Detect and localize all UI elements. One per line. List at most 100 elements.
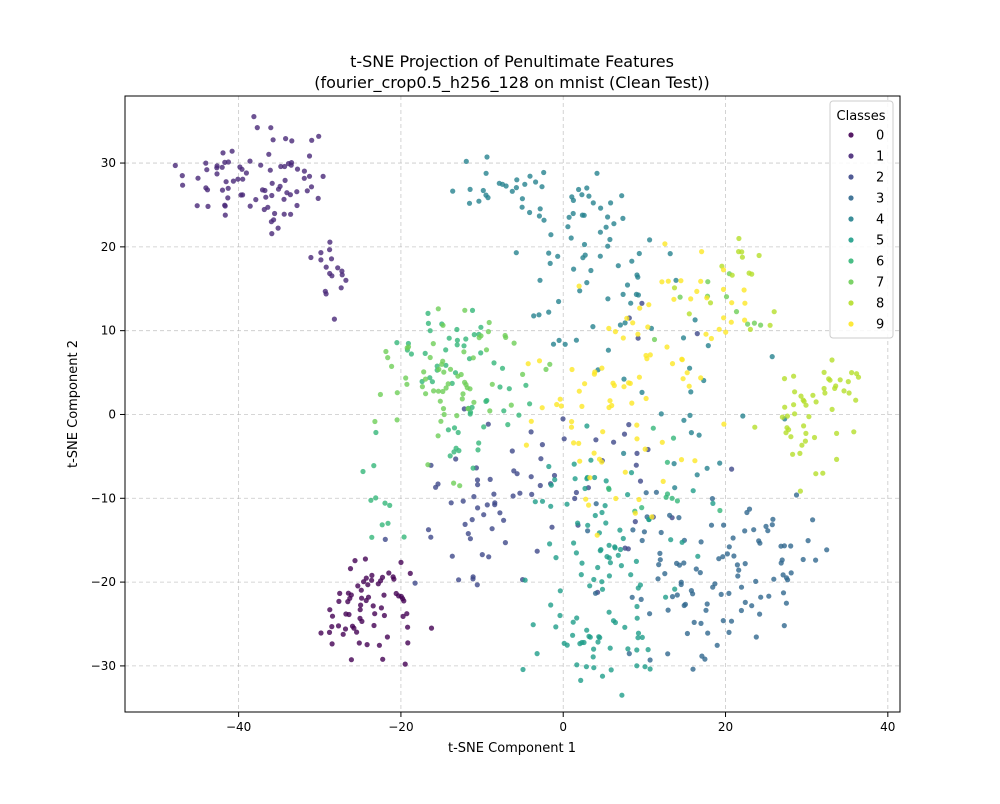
point-class-6 [443,347,449,353]
point-class-9 [587,475,593,481]
point-class-1 [225,159,231,165]
x-tick-label: 40 [880,720,895,734]
point-class-9 [698,375,704,381]
point-class-4 [597,253,603,259]
legend-item-8: 8 [848,297,884,312]
point-class-2 [502,540,508,546]
point-class-9 [692,458,698,464]
point-class-4 [621,376,627,382]
point-class-6 [427,375,433,381]
point-class-7 [443,385,449,391]
point-class-0 [347,566,354,572]
point-class-5 [607,560,614,566]
point-class-4 [681,417,687,423]
point-class-1 [335,265,341,271]
point-class-5 [668,537,674,543]
point-class-2 [634,450,640,456]
point-class-6 [451,449,457,455]
point-class-9 [721,421,727,427]
point-class-8 [827,377,833,383]
point-class-7 [385,355,391,361]
point-class-2 [622,545,628,551]
point-class-1 [282,177,288,183]
point-class-2 [621,431,628,437]
point-class-4 [671,461,677,467]
point-class-4 [537,277,543,283]
point-class-9 [679,357,685,363]
point-class-2 [635,335,641,341]
point-class-3 [730,535,736,541]
point-class-7 [470,355,476,361]
point-class-4 [692,317,698,323]
point-class-2 [537,482,543,489]
point-class-4 [588,267,594,274]
point-class-2 [486,554,492,560]
point-class-4 [658,411,664,417]
point-class-2 [509,448,515,454]
point-class-1 [222,212,228,218]
point-class-0 [386,570,392,576]
point-class-4 [513,250,519,256]
point-class-5 [599,509,605,516]
point-class-1 [331,316,337,322]
legend-marker [848,237,854,243]
point-class-0 [379,574,386,581]
point-class-5 [620,535,626,542]
point-class-5 [599,673,606,679]
point-class-9 [586,502,592,508]
point-class-4 [531,313,537,319]
point-class-0 [362,556,368,562]
point-class-7 [476,335,482,341]
point-class-1 [327,270,333,277]
point-class-7 [438,418,444,424]
point-class-9 [583,496,589,502]
point-class-3 [662,571,668,577]
point-class-7 [437,398,443,404]
point-class-5 [597,635,603,641]
point-class-0 [335,623,342,629]
point-class-8 [800,397,806,403]
point-class-4 [615,263,621,269]
point-class-0 [369,577,375,583]
point-class-9 [708,335,715,342]
point-class-8 [798,393,804,399]
point-class-9 [664,344,670,350]
point-class-1 [277,183,283,189]
point-class-6 [669,495,675,501]
point-class-0 [337,590,343,597]
point-class-5 [606,542,612,548]
point-class-6 [467,411,473,417]
point-class-4 [527,209,533,216]
point-class-5 [642,664,648,670]
point-class-2 [694,331,700,337]
point-class-0 [357,607,363,613]
point-class-0 [371,622,377,629]
point-class-5 [553,555,559,561]
point-class-1 [304,188,310,194]
point-class-2 [528,429,534,435]
point-class-8 [782,404,788,410]
point-class-2 [481,512,487,518]
point-class-7 [431,388,437,394]
point-class-6 [368,497,374,503]
point-class-3 [810,517,816,523]
point-class-3 [771,576,777,582]
point-class-8 [790,451,796,457]
point-class-7 [427,354,433,361]
series-class-7 [372,271,764,489]
point-class-9 [600,429,606,435]
point-class-4 [450,188,456,194]
point-class-4 [608,200,614,206]
point-class-6 [516,412,522,418]
point-class-9 [649,514,655,520]
point-class-6 [455,429,461,436]
point-class-7 [422,376,429,382]
point-class-6 [447,453,453,459]
point-class-4 [597,229,604,235]
point-class-0 [336,598,342,605]
y-axis-label: t-SNE Component 2 [66,340,81,468]
point-class-4 [467,186,473,192]
point-class-8 [747,326,754,332]
point-class-0 [329,613,336,619]
point-class-4 [598,205,604,211]
